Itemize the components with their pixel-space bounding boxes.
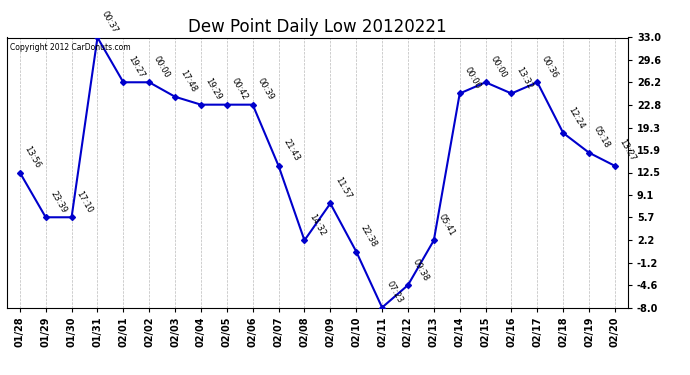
Text: 19:29: 19:29 xyxy=(204,77,224,102)
Title: Dew Point Daily Low 20120221: Dew Point Daily Low 20120221 xyxy=(188,18,446,36)
Text: 12:24: 12:24 xyxy=(566,105,586,130)
Text: 19:27: 19:27 xyxy=(126,54,146,80)
Text: 17:10: 17:10 xyxy=(75,189,94,214)
Text: 13:27: 13:27 xyxy=(618,138,638,163)
Text: 00:00: 00:00 xyxy=(462,66,482,91)
Text: 05:41: 05:41 xyxy=(437,213,456,237)
Text: 13:56: 13:56 xyxy=(23,144,42,170)
Text: 00:00: 00:00 xyxy=(489,54,508,80)
Text: Copyright 2012 CarDonuts.com: Copyright 2012 CarDonuts.com xyxy=(10,43,130,52)
Text: 14:32: 14:32 xyxy=(307,212,327,237)
Text: 22:38: 22:38 xyxy=(359,224,379,249)
Text: 11:57: 11:57 xyxy=(333,176,353,201)
Text: 21:43: 21:43 xyxy=(282,138,301,163)
Text: 00:00: 00:00 xyxy=(152,54,172,80)
Text: 00:39: 00:39 xyxy=(255,77,275,102)
Text: 05:18: 05:18 xyxy=(592,125,611,150)
Text: 09:38: 09:38 xyxy=(411,257,431,282)
Text: 17:48: 17:48 xyxy=(178,69,197,94)
Text: 00:42: 00:42 xyxy=(230,77,249,102)
Text: 00:37: 00:37 xyxy=(100,9,120,35)
Text: 00:36: 00:36 xyxy=(540,54,560,80)
Text: 23:39: 23:39 xyxy=(48,189,68,214)
Text: 13:32: 13:32 xyxy=(514,65,534,91)
Text: 07:23: 07:23 xyxy=(385,279,404,305)
